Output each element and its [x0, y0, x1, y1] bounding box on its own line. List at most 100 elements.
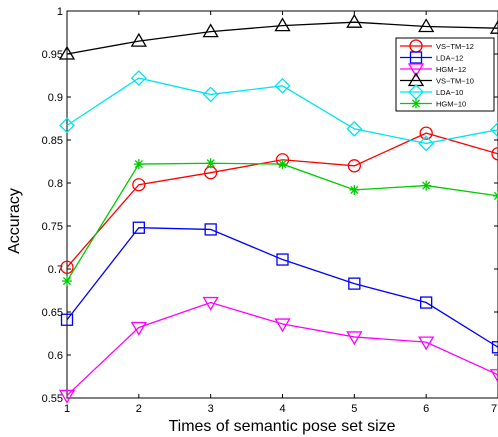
- data-point-shape: [58, 389, 76, 404]
- data-point: [274, 318, 291, 333]
- data-point-shape: [493, 194, 498, 200]
- data-point: [490, 121, 498, 138]
- x-tick-label: 7: [491, 403, 497, 415]
- data-point: [130, 32, 147, 47]
- x-tick-label: 3: [208, 403, 214, 415]
- data-point: [491, 341, 498, 354]
- data-point: [418, 135, 435, 152]
- data-point-shape: [420, 296, 433, 309]
- data-point-shape: [202, 86, 219, 103]
- legend-marker-shape: [409, 51, 423, 64]
- y-tick-label: 1: [57, 6, 63, 18]
- data-point: [346, 331, 363, 346]
- data-point-shape: [346, 13, 363, 28]
- data-point: [277, 159, 288, 170]
- data-point: [491, 147, 498, 161]
- legend-marker: [407, 63, 425, 78]
- data-point-shape: [490, 121, 498, 138]
- data-point: [489, 19, 498, 34]
- legend-entry: HGM−10: [436, 100, 466, 109]
- data-point-shape: [350, 185, 359, 194]
- y-tick-label: 0.75: [42, 221, 63, 233]
- data-point: [489, 369, 498, 384]
- y-tick-label: 0.7: [48, 264, 63, 276]
- data-point-shape: [132, 221, 145, 234]
- data-point: [132, 178, 146, 192]
- data-point: [130, 321, 147, 336]
- data-point: [60, 313, 74, 326]
- y-tick-label: 0.6: [48, 350, 63, 362]
- x-tick-label: 1: [64, 403, 70, 415]
- data-point: [202, 23, 219, 38]
- data-point-shape: [59, 117, 75, 134]
- data-point: [274, 17, 291, 32]
- data-point: [59, 117, 75, 134]
- data-point-shape: [346, 331, 363, 346]
- data-point: [202, 296, 219, 311]
- data-point-shape: [58, 45, 76, 60]
- x-tick-label: 5: [351, 403, 357, 415]
- y-tick-label: 0.8: [48, 178, 63, 190]
- data-point-shape: [204, 223, 217, 236]
- legend-marker: [409, 51, 423, 64]
- legend-entry: LDA−10: [436, 88, 463, 97]
- data-point: [493, 190, 498, 201]
- x-tick-label: 6: [423, 403, 429, 415]
- data-point: [346, 120, 363, 137]
- data-point-shape: [418, 135, 435, 152]
- data-point-shape: [276, 253, 289, 266]
- data-point-shape: [206, 159, 215, 168]
- data-point: [133, 159, 144, 170]
- data-point-shape: [491, 341, 498, 354]
- data-point: [205, 158, 216, 169]
- x-tick-label: 4: [279, 403, 285, 415]
- data-point-shape: [130, 32, 147, 47]
- data-point-shape: [418, 18, 435, 33]
- data-point-shape: [489, 369, 498, 384]
- legend-entry: VS−TM−10: [436, 77, 474, 86]
- data-point: [421, 180, 432, 191]
- legend-entry: HGM−12: [436, 65, 466, 74]
- y-tick-label: 0.55: [42, 393, 63, 405]
- legend-entry: VS−TM−12: [436, 42, 474, 51]
- y-tick-label: 0.9: [48, 92, 63, 104]
- data-point: [62, 276, 72, 287]
- series-line-2: [66, 301, 498, 396]
- series-line-5: [66, 162, 498, 282]
- y-tick-label: 0.85: [42, 135, 63, 147]
- data-point: [60, 260, 74, 274]
- data-point-shape: [422, 181, 431, 190]
- data-point-shape: [348, 277, 361, 290]
- data-point: [274, 77, 291, 94]
- data-point: [418, 336, 435, 351]
- y-axis-label: Accuracy: [6, 188, 23, 254]
- data-point: [346, 13, 363, 28]
- data-point-shape: [274, 77, 291, 94]
- data-point-shape: [274, 17, 291, 32]
- y-tick-label: 0.95: [42, 49, 63, 61]
- data-point: [58, 389, 76, 404]
- data-point: [348, 277, 361, 290]
- data-point: [419, 126, 433, 140]
- series-line-4: [66, 77, 498, 145]
- data-point: [349, 184, 360, 195]
- legend-marker-shape: [411, 99, 421, 108]
- data-point-shape: [418, 336, 435, 351]
- series-line-3: [66, 21, 498, 55]
- data-point: [204, 223, 217, 236]
- data-point: [276, 253, 289, 266]
- data-point-shape: [202, 296, 219, 311]
- legend-marker-shape: [407, 63, 425, 78]
- data-point-shape: [278, 160, 287, 169]
- data-point-shape: [419, 126, 433, 140]
- data-point-shape: [202, 23, 219, 38]
- data-point: [132, 221, 145, 234]
- data-point: [130, 70, 147, 86]
- legend-entry: LDA−12: [436, 54, 463, 63]
- data-point-shape: [130, 321, 147, 336]
- data-point-shape: [130, 70, 147, 86]
- data-point: [202, 86, 219, 103]
- data-point-shape: [347, 159, 361, 173]
- data-point: [58, 45, 76, 60]
